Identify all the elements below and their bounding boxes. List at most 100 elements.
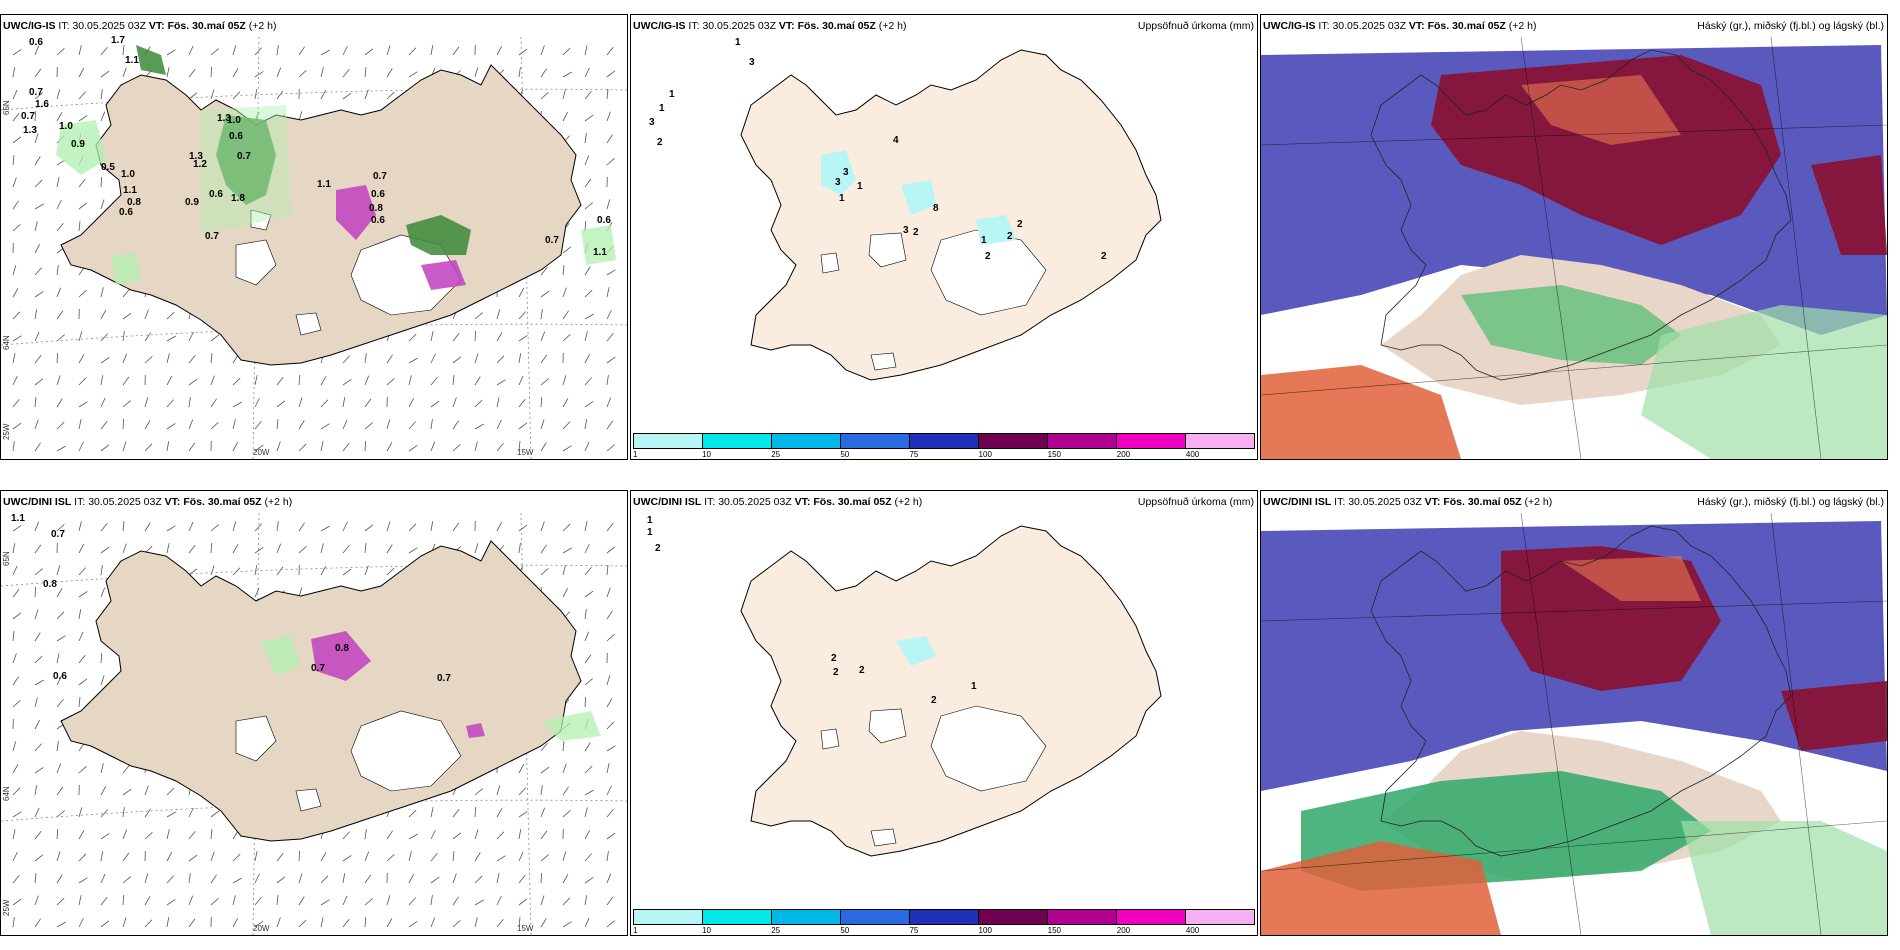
wind-barb [606, 444, 615, 452]
wind-barb [298, 522, 305, 532]
wind-barb [100, 652, 103, 664]
wind-barb [298, 46, 305, 56]
wind-barb [56, 741, 59, 752]
wind-barb [122, 312, 132, 320]
wind-barb [122, 45, 125, 56]
wind-barb [12, 224, 21, 232]
wind-barb [34, 521, 40, 532]
wind-barb [122, 67, 127, 78]
legend-swatch [772, 910, 841, 924]
wind-barb [342, 379, 352, 386]
wind-barb [100, 420, 108, 430]
wind-barb [78, 631, 84, 642]
wind-barb [496, 332, 503, 342]
wind-barb [122, 917, 127, 928]
wind-barb [540, 872, 543, 884]
vt-label: VT: [794, 496, 811, 508]
wind-barb [562, 89, 566, 100]
wind-barb [254, 71, 264, 78]
wind-barb [474, 875, 483, 884]
wind-barb [100, 587, 106, 598]
wind-barb [232, 442, 239, 452]
wind-barb [122, 543, 127, 554]
wind-barb [430, 895, 433, 906]
wind-barb [276, 543, 282, 554]
wind-barb [12, 588, 20, 598]
model-name: UWC/IG-IS [3, 20, 56, 32]
wind-barb [298, 443, 307, 452]
wind-barb [584, 853, 592, 862]
wind-barb [254, 897, 262, 906]
wind-barb [276, 376, 284, 386]
init-time: 30.05.2025 03Z [718, 496, 792, 508]
wind-barb [364, 398, 372, 408]
precip-value: 0.6 [53, 671, 67, 682]
wind-barb [298, 919, 307, 928]
wind-barb [430, 45, 434, 56]
wind-barb [364, 375, 370, 386]
wind-barb [584, 289, 593, 298]
wind-barb [34, 397, 37, 408]
wind-barb [584, 567, 592, 576]
legend-tick: 150 [1047, 450, 1062, 459]
precip-value: 3 [903, 225, 909, 236]
wind-barb [320, 543, 324, 554]
wind-barb [56, 445, 66, 452]
wind-barb [100, 675, 105, 686]
wind-barb [320, 399, 329, 408]
corner-label: 25W [2, 899, 11, 916]
wind-barb [78, 609, 82, 620]
wind-barb [12, 565, 18, 576]
wind-barb [606, 111, 611, 122]
wind-barb [430, 353, 436, 364]
wind-barb [562, 375, 567, 386]
wind-barb [232, 895, 236, 906]
wind-barb [452, 46, 460, 56]
valid-time: Fös. 30.maí 05Z [1427, 20, 1506, 32]
wind-barb [188, 568, 198, 576]
wind-barb [78, 591, 88, 598]
legend-tick: 10 [702, 926, 712, 935]
wind-barb [56, 398, 63, 408]
wind-barb [188, 544, 196, 554]
legend-tick: 200 [1116, 926, 1131, 935]
wind-barb [232, 377, 241, 386]
wind-barb [496, 379, 506, 386]
wind-barb [474, 788, 483, 796]
wind-barb [254, 421, 262, 430]
wind-barb [254, 587, 260, 598]
wind-barb [430, 331, 434, 342]
precip-value: 0.5 [101, 162, 115, 173]
wind-barb [474, 899, 484, 906]
precip-value: 1.3 [189, 151, 203, 162]
wind-barb [100, 375, 104, 386]
panel-header: UWC/IG-IS IT: 30.05.2025 03Z VT: Fös. 30… [1261, 15, 1887, 37]
wind-barb [188, 442, 196, 452]
precip-value: 1.2 [193, 159, 207, 170]
wind-barb [606, 565, 609, 576]
wind-barb [100, 851, 104, 862]
wind-barb [584, 543, 590, 554]
wind-barb [34, 179, 43, 188]
valid-time: Fös. 30.maí 05Z [183, 496, 262, 508]
wind-barb [474, 543, 479, 554]
high-cloud-east [1781, 681, 1887, 751]
wind-barb [34, 720, 41, 730]
precip-value: 1.0 [121, 169, 135, 180]
wind-barb [78, 678, 88, 686]
wind-barb [408, 851, 412, 862]
wind-barb [342, 895, 348, 906]
cloud-cover-map [1261, 36, 1887, 459]
wind-barb [12, 741, 17, 752]
wind-barb [452, 444, 461, 452]
wind-barb [34, 92, 43, 100]
wind-barb [584, 155, 590, 166]
wind-barb [78, 91, 86, 100]
panel-bottom-middle: UWC/DINI ISL IT: 30.05.2025 03Z VT: Fös.… [630, 490, 1258, 936]
wind-barb [364, 89, 369, 100]
wind-barb [188, 918, 196, 928]
wind-barb [584, 313, 594, 320]
wind-barb [408, 421, 416, 430]
model-name: UWC/IG-IS [633, 20, 686, 32]
